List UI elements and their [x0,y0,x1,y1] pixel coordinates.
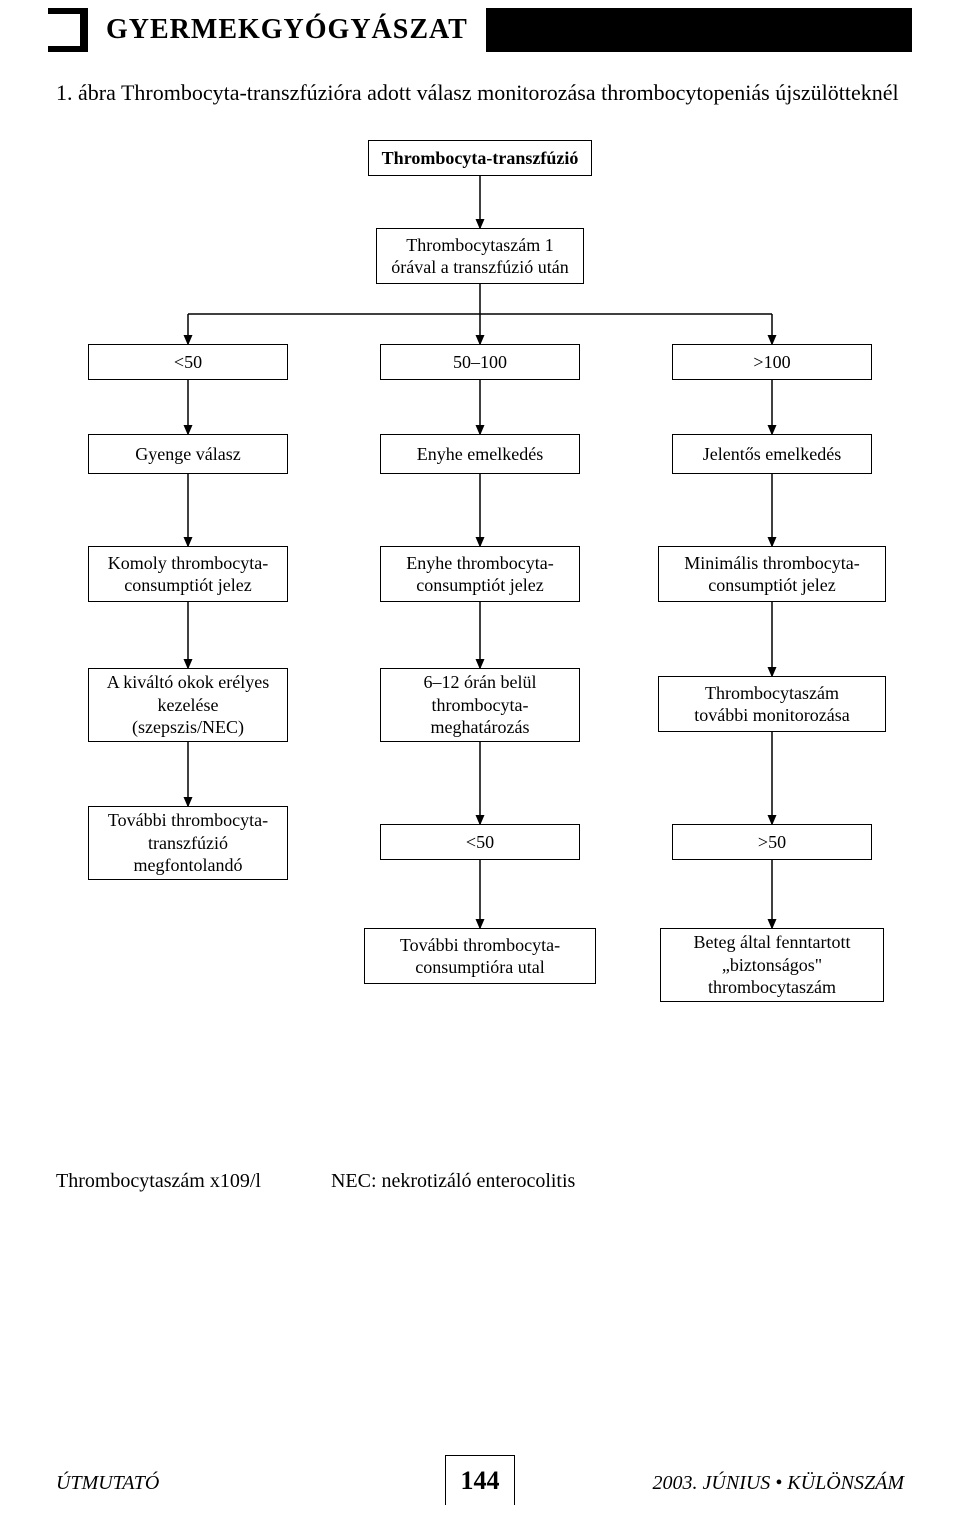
flow-node-n_lt50: <50 [88,344,288,380]
flowchart: Thrombocyta-transzfúzió Thrombocytaszám 1… [48,130,912,1130]
flow-node-n_mild: Enyhe emelkedés [380,434,580,474]
flow-node-n_further: További thrombocyta-transzfúziómegfontol… [88,806,288,880]
flow-node-n_gt50: >50 [672,824,872,860]
flow-node-n_50_100: 50–100 [380,344,580,380]
flow-node-n_6_12: 6–12 órán belülthrombocyta-meghatározás [380,668,580,742]
footer-left: ÚTMUTATÓ [56,1472,159,1495]
flow-node-n_sign: Jelentős emelkedés [672,434,872,474]
flow-node-n_start: Thrombocyta-transzfúzió [368,140,592,176]
flow-node-n_futhc: További thrombocyta-consumptióra utal [364,928,596,984]
flow-node-n_count: Thrombocytaszám 1órával a transzfúzió ut… [376,228,584,284]
flow-node-n_cause: A kiváltó okok erélyeskezelése(szepszis/… [88,668,288,742]
flow-node-n_lt50b: <50 [380,824,580,860]
figure-footnote: Thrombocytaszám x109/l NEC: nekrotizáló … [56,1170,575,1193]
section-header: GYERMEKGYÓGYÁSZAT [48,8,912,52]
footer-page-number: 144 [445,1455,515,1505]
flow-node-n_monitor: Thrombocytaszámtovábbi monitorozása [658,676,886,732]
flow-node-n_gt100: >100 [672,344,872,380]
flow-node-n_weak: Gyenge válasz [88,434,288,474]
footnote-left: Thrombocytaszám x109/l [56,1170,261,1192]
section-title: GYERMEKGYÓGYÁSZAT [88,8,486,52]
flow-node-n_severe: Komoly thrombocyta-consumptiót jelez [88,546,288,602]
header-square-icon [48,14,80,46]
flow-node-n_minc: Minimális thrombocyta-consumptiót jelez [658,546,886,602]
footnote-right: NEC: nekrotizáló enterocolitis [331,1170,575,1192]
figure-caption: 1. ábra Thrombocyta-transzfúzióra adott … [56,80,904,106]
page-footer: ÚTMUTATÓ 144 2003. JÚNIUS • KÜLÖNSZÁM [48,1445,912,1505]
flow-node-n_safe: Beteg által fenntartott„biztonságos"thro… [660,928,884,1002]
flow-node-n_mildc: Enyhe thrombocyta-consumptiót jelez [380,546,580,602]
footer-right: 2003. JÚNIUS • KÜLÖNSZÁM [653,1472,904,1495]
